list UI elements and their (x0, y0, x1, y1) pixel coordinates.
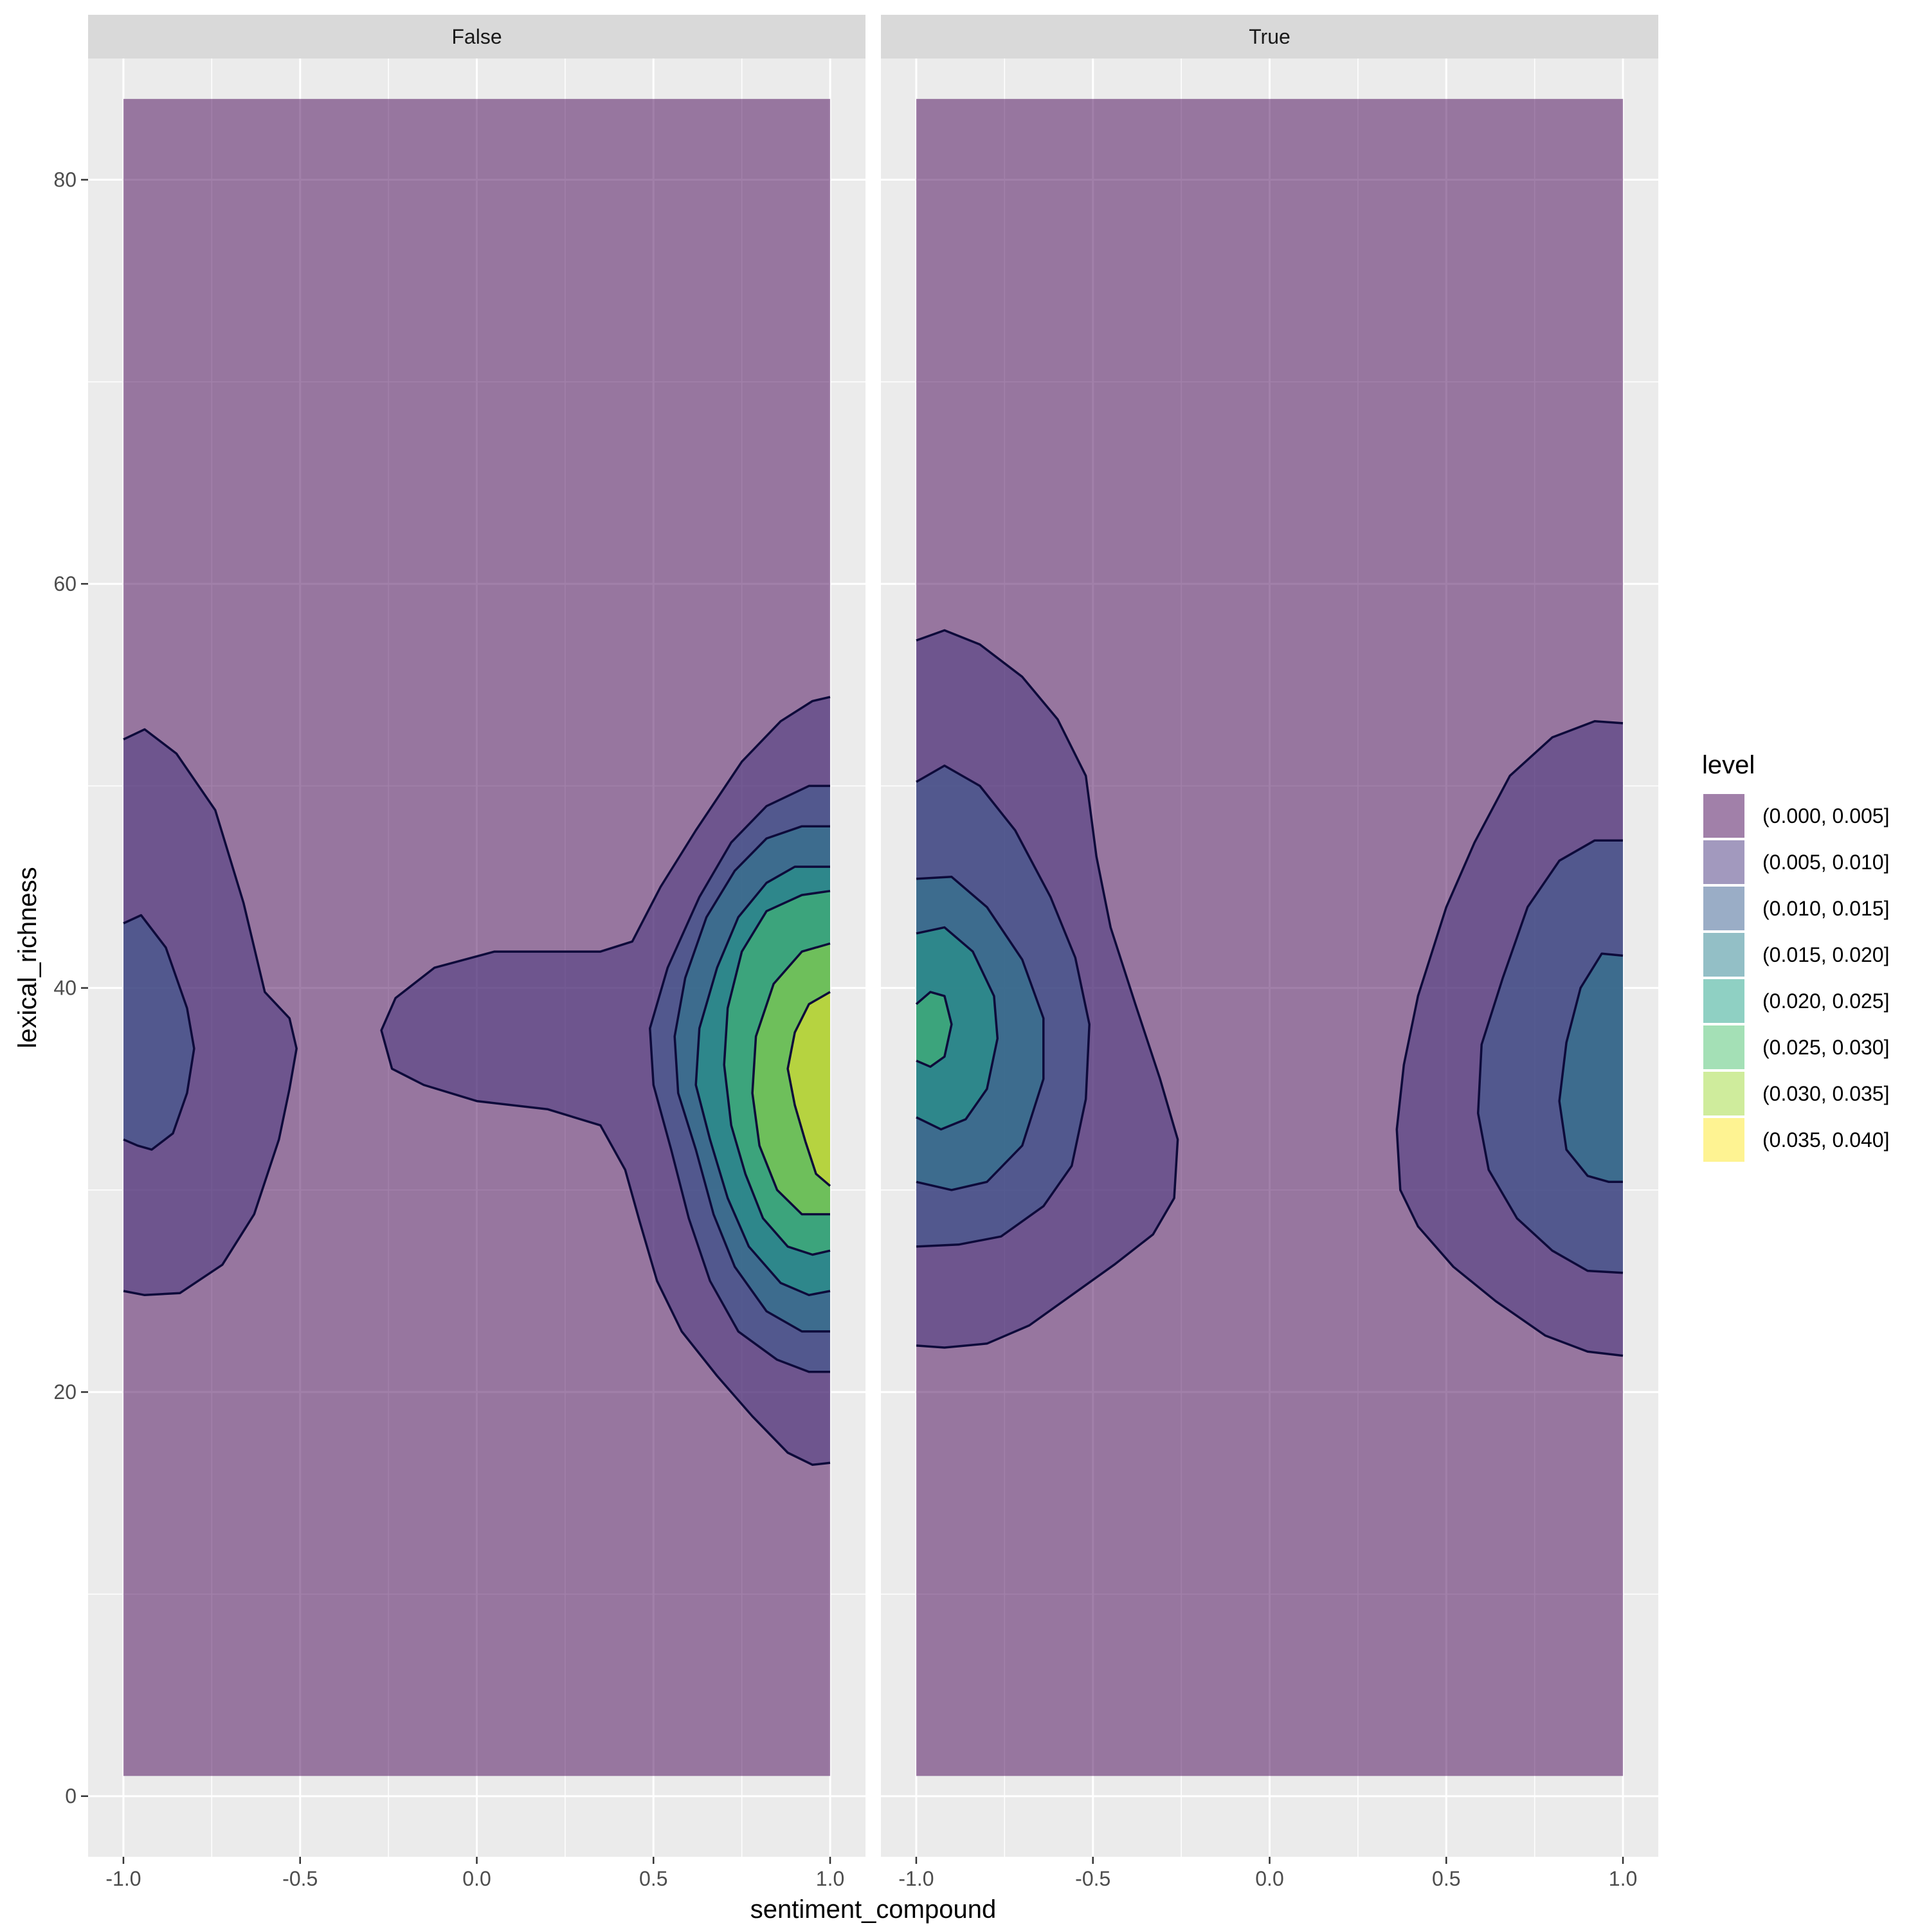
x-tick-label: 0.0 (462, 1867, 491, 1890)
contour-line-level-4 (916, 926, 999, 1131)
density-band-level-4 (916, 927, 998, 1130)
y-tick-label: 60 (53, 572, 77, 595)
x-tick-label: -1.0 (105, 1867, 141, 1890)
contour-line-level-7 (786, 991, 831, 1187)
contour-line-level-5 (723, 890, 831, 1256)
legend-swatch (1703, 1072, 1744, 1115)
contour-bands (915, 629, 1624, 1357)
x-tick-label: 0.5 (639, 1867, 667, 1890)
legend-label: (0.025, 0.030] (1762, 1036, 1889, 1059)
legend-swatch (1703, 887, 1744, 930)
contour-line-level-3 (673, 825, 830, 1333)
contour-line-level-2 (1476, 839, 1624, 1274)
facet-panel-true: True -1.0 -0.5 0.0 0.5 1.0 (881, 15, 1658, 1890)
x-axis-title: sentiment_compound (750, 1895, 996, 1924)
x-tick-label: 0.0 (1255, 1867, 1283, 1890)
legend-label: (0.030, 0.035] (1762, 1082, 1889, 1105)
legend-layer: level (0.000, 0.005] (0.005, 0.010] (0.010,… (1702, 751, 1889, 1163)
legend-label: (0.035, 0.040] (1762, 1128, 1889, 1151)
x-tick-label: 1.0 (816, 1867, 844, 1890)
contour-line-level-2 (916, 764, 1091, 1248)
legend-label: (0.020, 0.025] (1762, 989, 1889, 1013)
x-tick-label: -0.5 (282, 1867, 318, 1890)
contour-line-level-2 (649, 784, 830, 1373)
legend-swatch (1703, 1118, 1744, 1162)
facet-strip-label: True (1249, 25, 1291, 48)
panels-layer: False -1.0 -0.5 0.0 0.5 1.0 True -1.0 -0.5 0.0 0.5… (88, 15, 1658, 1890)
y-tick-label: 40 (53, 977, 77, 1000)
legend-label: (0.005, 0.010] (1762, 851, 1889, 874)
density-band-level-5 (916, 991, 952, 1067)
legend-swatch (1703, 1025, 1744, 1069)
contour-line-level-1 (916, 629, 1179, 1349)
contour-line-level-1 (380, 696, 831, 1467)
contour-line-level-3 (1558, 952, 1624, 1184)
density-band-level-1 (123, 729, 297, 1296)
contour-line-level-1 (1395, 720, 1624, 1357)
x-tick-label: -0.5 (1075, 1867, 1110, 1890)
legend-label: (0.015, 0.020] (1762, 943, 1889, 966)
contour-bands (123, 696, 831, 1467)
contour-line-level-6 (751, 942, 831, 1216)
legend-swatch (1703, 933, 1744, 977)
facet-strip (88, 15, 865, 59)
contour-line-level-2 (123, 914, 195, 1151)
x-tick-label: 0.5 (1432, 1867, 1460, 1890)
y-tick-label: 80 (53, 168, 77, 192)
density-band-level-2 (123, 915, 194, 1150)
y-tick-label: 20 (53, 1380, 77, 1404)
legend-swatch (1703, 979, 1744, 1023)
x-tick-label: 1.0 (1609, 1867, 1637, 1890)
y-tick-label: 0 (65, 1785, 77, 1808)
legend-label: (0.010, 0.015] (1762, 897, 1889, 920)
contour-line-level-3 (916, 876, 1045, 1191)
facet-strip (881, 15, 1658, 59)
contour-line-level-5 (915, 991, 953, 1068)
legend-title: level (1702, 751, 1755, 779)
legend-label: (0.000, 0.005] (1762, 804, 1889, 827)
contour-line-level-1 (123, 728, 298, 1297)
contour-line-level-4 (694, 865, 831, 1297)
facet-panel-false: False -1.0 -0.5 0.0 0.5 1.0 (88, 15, 865, 1890)
legend-swatch (1703, 840, 1744, 884)
x-tick-label: -1.0 (898, 1867, 934, 1890)
y-axis-title: lexical_richness (14, 867, 42, 1048)
legend-swatch (1703, 794, 1744, 838)
axes-layer: 0 20 40 60 80 sentiment_compound lexical_richn… (14, 168, 996, 1924)
facet-strip-label: False (451, 25, 502, 48)
density-band-level-7 (788, 991, 830, 1186)
